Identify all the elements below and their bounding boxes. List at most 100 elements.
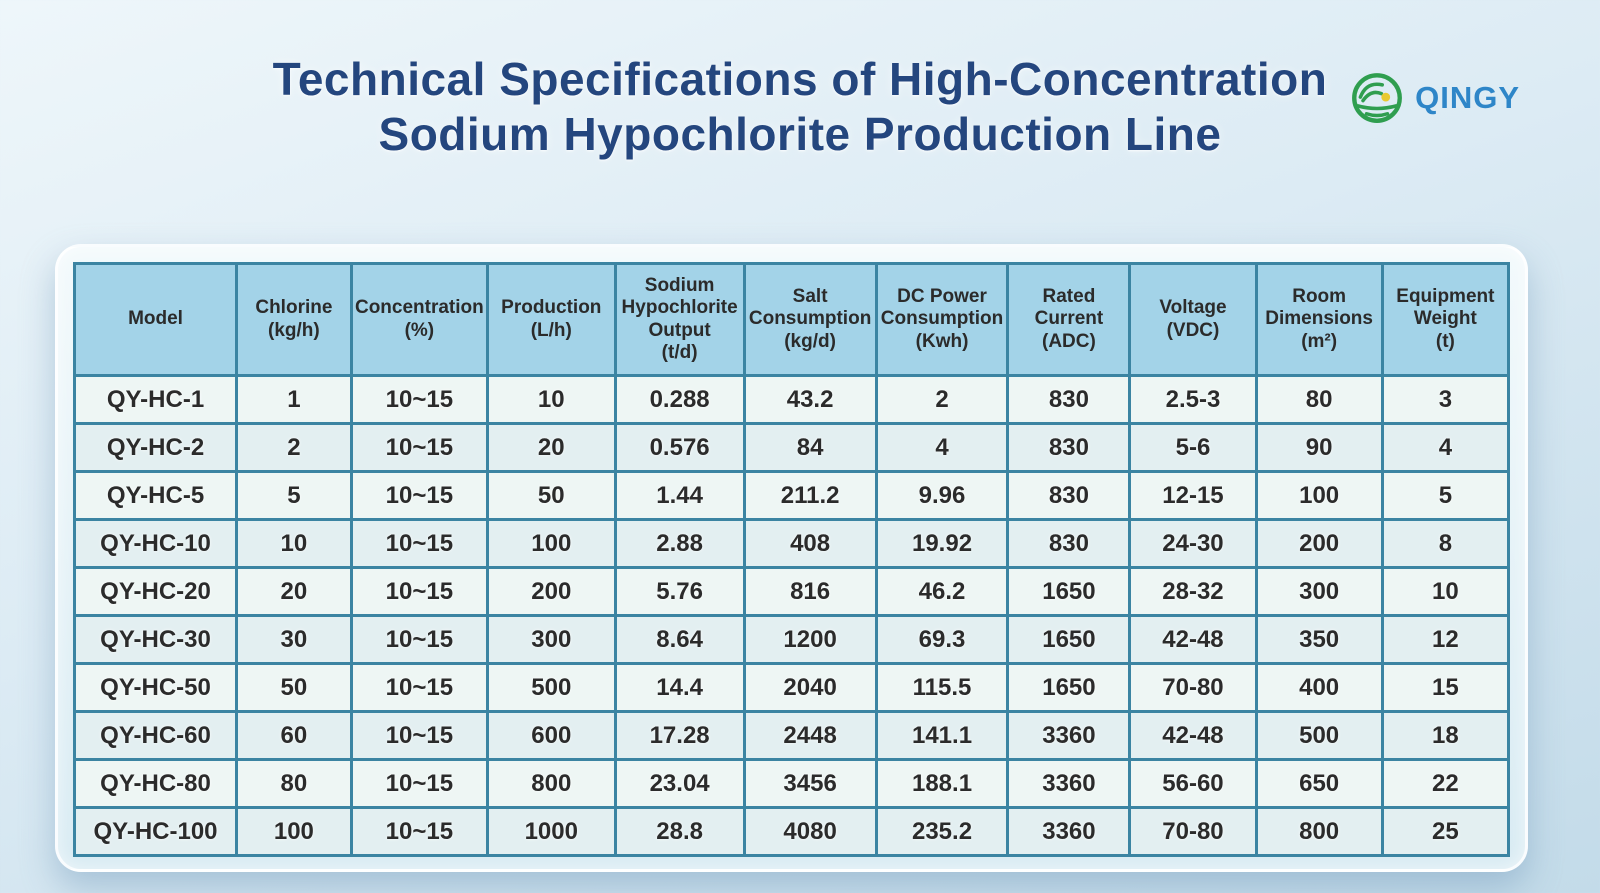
- production-cell: 500: [485, 662, 617, 713]
- model-cell: QY-HC-60: [72, 710, 239, 761]
- spec-table: Model Chlorine (kg/h) Concentration (%) Produ…: [72, 262, 1511, 857]
- column-header-concentration: Concentration (%): [349, 262, 489, 377]
- voltage-cell: 2.5-3: [1128, 374, 1258, 425]
- rated-current-cell: 1650: [1006, 614, 1132, 665]
- voltage-cell: 5-6: [1128, 422, 1258, 473]
- model-cell: QY-HC-20: [72, 566, 239, 617]
- rated-current-cell: 830: [1006, 518, 1132, 569]
- dc-power-cell: 69.3: [874, 614, 1010, 665]
- naclo-output-cell: 1.44: [613, 470, 746, 521]
- rated-current-cell: 3360: [1006, 710, 1132, 761]
- salt-consumption-cell: 1200: [742, 614, 878, 665]
- chlorine-cell: 5: [235, 470, 353, 521]
- naclo-output-cell: 17.28: [613, 710, 746, 761]
- concentration-cell: 10~15: [349, 710, 489, 761]
- concentration-cell: 10~15: [349, 758, 489, 809]
- dc-power-cell: 4: [874, 422, 1010, 473]
- rated-current-cell: 1650: [1006, 662, 1132, 713]
- salt-consumption-cell: 4080: [742, 806, 878, 857]
- column-header-voltage: Voltage (VDC): [1128, 262, 1258, 377]
- table-row: QY-HC-30 30 10~15 300 8.64 1200 69.3 1650 42-48 3…: [72, 614, 1511, 665]
- concentration-cell: 10~15: [349, 422, 489, 473]
- page-title: Technical Specifications of High-Concent…: [0, 52, 1600, 162]
- table-row: QY-HC-5 5 10~15 50 1.44 211.2 9.96 830 12-15 100 5: [72, 470, 1511, 521]
- naclo-output-cell: 28.8: [613, 806, 746, 857]
- voltage-cell: 70-80: [1128, 662, 1258, 713]
- model-cell: QY-HC-100: [72, 806, 239, 857]
- concentration-cell: 10~15: [349, 614, 489, 665]
- chlorine-cell: 100: [235, 806, 353, 857]
- equipment-weight-cell: 4: [1380, 422, 1511, 473]
- table-row: QY-HC-10 10 10~15 100 2.88 408 19.92 830 24-30 20…: [72, 518, 1511, 569]
- chlorine-cell: 60: [235, 710, 353, 761]
- room-dimensions-cell: 650: [1254, 758, 1384, 809]
- dc-power-cell: 9.96: [874, 470, 1010, 521]
- model-cell: QY-HC-80: [72, 758, 239, 809]
- salt-consumption-cell: 408: [742, 518, 878, 569]
- production-cell: 20: [485, 422, 617, 473]
- column-header-chlorine: Chlorine (kg/h): [235, 262, 353, 377]
- voltage-cell: 70-80: [1128, 806, 1258, 857]
- room-dimensions-cell: 200: [1254, 518, 1384, 569]
- naclo-output-cell: 8.64: [613, 614, 746, 665]
- dc-power-cell: 188.1: [874, 758, 1010, 809]
- dc-power-cell: 235.2: [874, 806, 1010, 857]
- table-row: QY-HC-1 1 10~15 10 0.288 43.2 2 830 2.5-3 80 3: [72, 374, 1511, 425]
- dc-power-cell: 115.5: [874, 662, 1010, 713]
- rated-current-cell: 830: [1006, 374, 1132, 425]
- concentration-cell: 10~15: [349, 662, 489, 713]
- model-cell: QY-HC-5: [72, 470, 239, 521]
- voltage-cell: 42-48: [1128, 710, 1258, 761]
- voltage-cell: 24-30: [1128, 518, 1258, 569]
- table-row: QY-HC-100 100 10~15 1000 28.8 4080 235.2 3360 70…: [72, 806, 1511, 857]
- dc-power-cell: 141.1: [874, 710, 1010, 761]
- column-header-model: Model: [72, 262, 239, 377]
- equipment-weight-cell: 8: [1380, 518, 1511, 569]
- naclo-output-cell: 14.4: [613, 662, 746, 713]
- equipment-weight-cell: 5: [1380, 470, 1511, 521]
- table-row: QY-HC-60 60 10~15 600 17.28 2448 141.1 3360 42-4…: [72, 710, 1511, 761]
- concentration-cell: 10~15: [349, 566, 489, 617]
- production-cell: 10: [485, 374, 617, 425]
- model-cell: QY-HC-10: [72, 518, 239, 569]
- room-dimensions-cell: 100: [1254, 470, 1384, 521]
- chlorine-cell: 2: [235, 422, 353, 473]
- table-row: QY-HC-80 80 10~15 800 23.04 3456 188.1 3360 56-6…: [72, 758, 1511, 809]
- naclo-output-cell: 0.288: [613, 374, 746, 425]
- salt-consumption-cell: 211.2: [742, 470, 878, 521]
- production-cell: 300: [485, 614, 617, 665]
- dc-power-cell: 19.92: [874, 518, 1010, 569]
- salt-consumption-cell: 3456: [742, 758, 878, 809]
- table-row: QY-HC-50 50 10~15 500 14.4 2040 115.5 1650 70-80…: [72, 662, 1511, 713]
- rated-current-cell: 830: [1006, 422, 1132, 473]
- page-title-line2: Sodium Hypochlorite Production Line: [378, 108, 1222, 161]
- spec-table-body: QY-HC-1 1 10~15 10 0.288 43.2 2 830 2.5-3 80 3 QY-H…: [72, 374, 1511, 857]
- concentration-cell: 10~15: [349, 374, 489, 425]
- production-cell: 100: [485, 518, 617, 569]
- naclo-output-cell: 23.04: [613, 758, 746, 809]
- chlorine-cell: 10: [235, 518, 353, 569]
- chlorine-cell: 50: [235, 662, 353, 713]
- salt-consumption-cell: 84: [742, 422, 878, 473]
- model-cell: QY-HC-1: [72, 374, 239, 425]
- equipment-weight-cell: 12: [1380, 614, 1511, 665]
- naclo-output-cell: 0.576: [613, 422, 746, 473]
- model-cell: QY-HC-2: [72, 422, 239, 473]
- brand-logo: QINGY: [1349, 70, 1520, 126]
- rated-current-cell: 3360: [1006, 806, 1132, 857]
- dc-power-cell: 2: [874, 374, 1010, 425]
- column-header-room-dimensions: Room Dimensions (m²): [1254, 262, 1384, 377]
- room-dimensions-cell: 400: [1254, 662, 1384, 713]
- spec-table-panel: Model Chlorine (kg/h) Concentration (%) Produ…: [55, 244, 1528, 872]
- voltage-cell: 42-48: [1128, 614, 1258, 665]
- spec-table-header: Model Chlorine (kg/h) Concentration (%) Produ…: [72, 262, 1511, 377]
- production-cell: 1000: [485, 806, 617, 857]
- brand-name: QINGY: [1415, 80, 1520, 115]
- equipment-weight-cell: 10: [1380, 566, 1511, 617]
- dc-power-cell: 46.2: [874, 566, 1010, 617]
- column-header-salt-consumption: Salt Consumption (kg/d): [742, 262, 878, 377]
- header-row: Model Chlorine (kg/h) Concentration (%) Produ…: [72, 262, 1511, 377]
- model-cell: QY-HC-30: [72, 614, 239, 665]
- room-dimensions-cell: 80: [1254, 374, 1384, 425]
- room-dimensions-cell: 90: [1254, 422, 1384, 473]
